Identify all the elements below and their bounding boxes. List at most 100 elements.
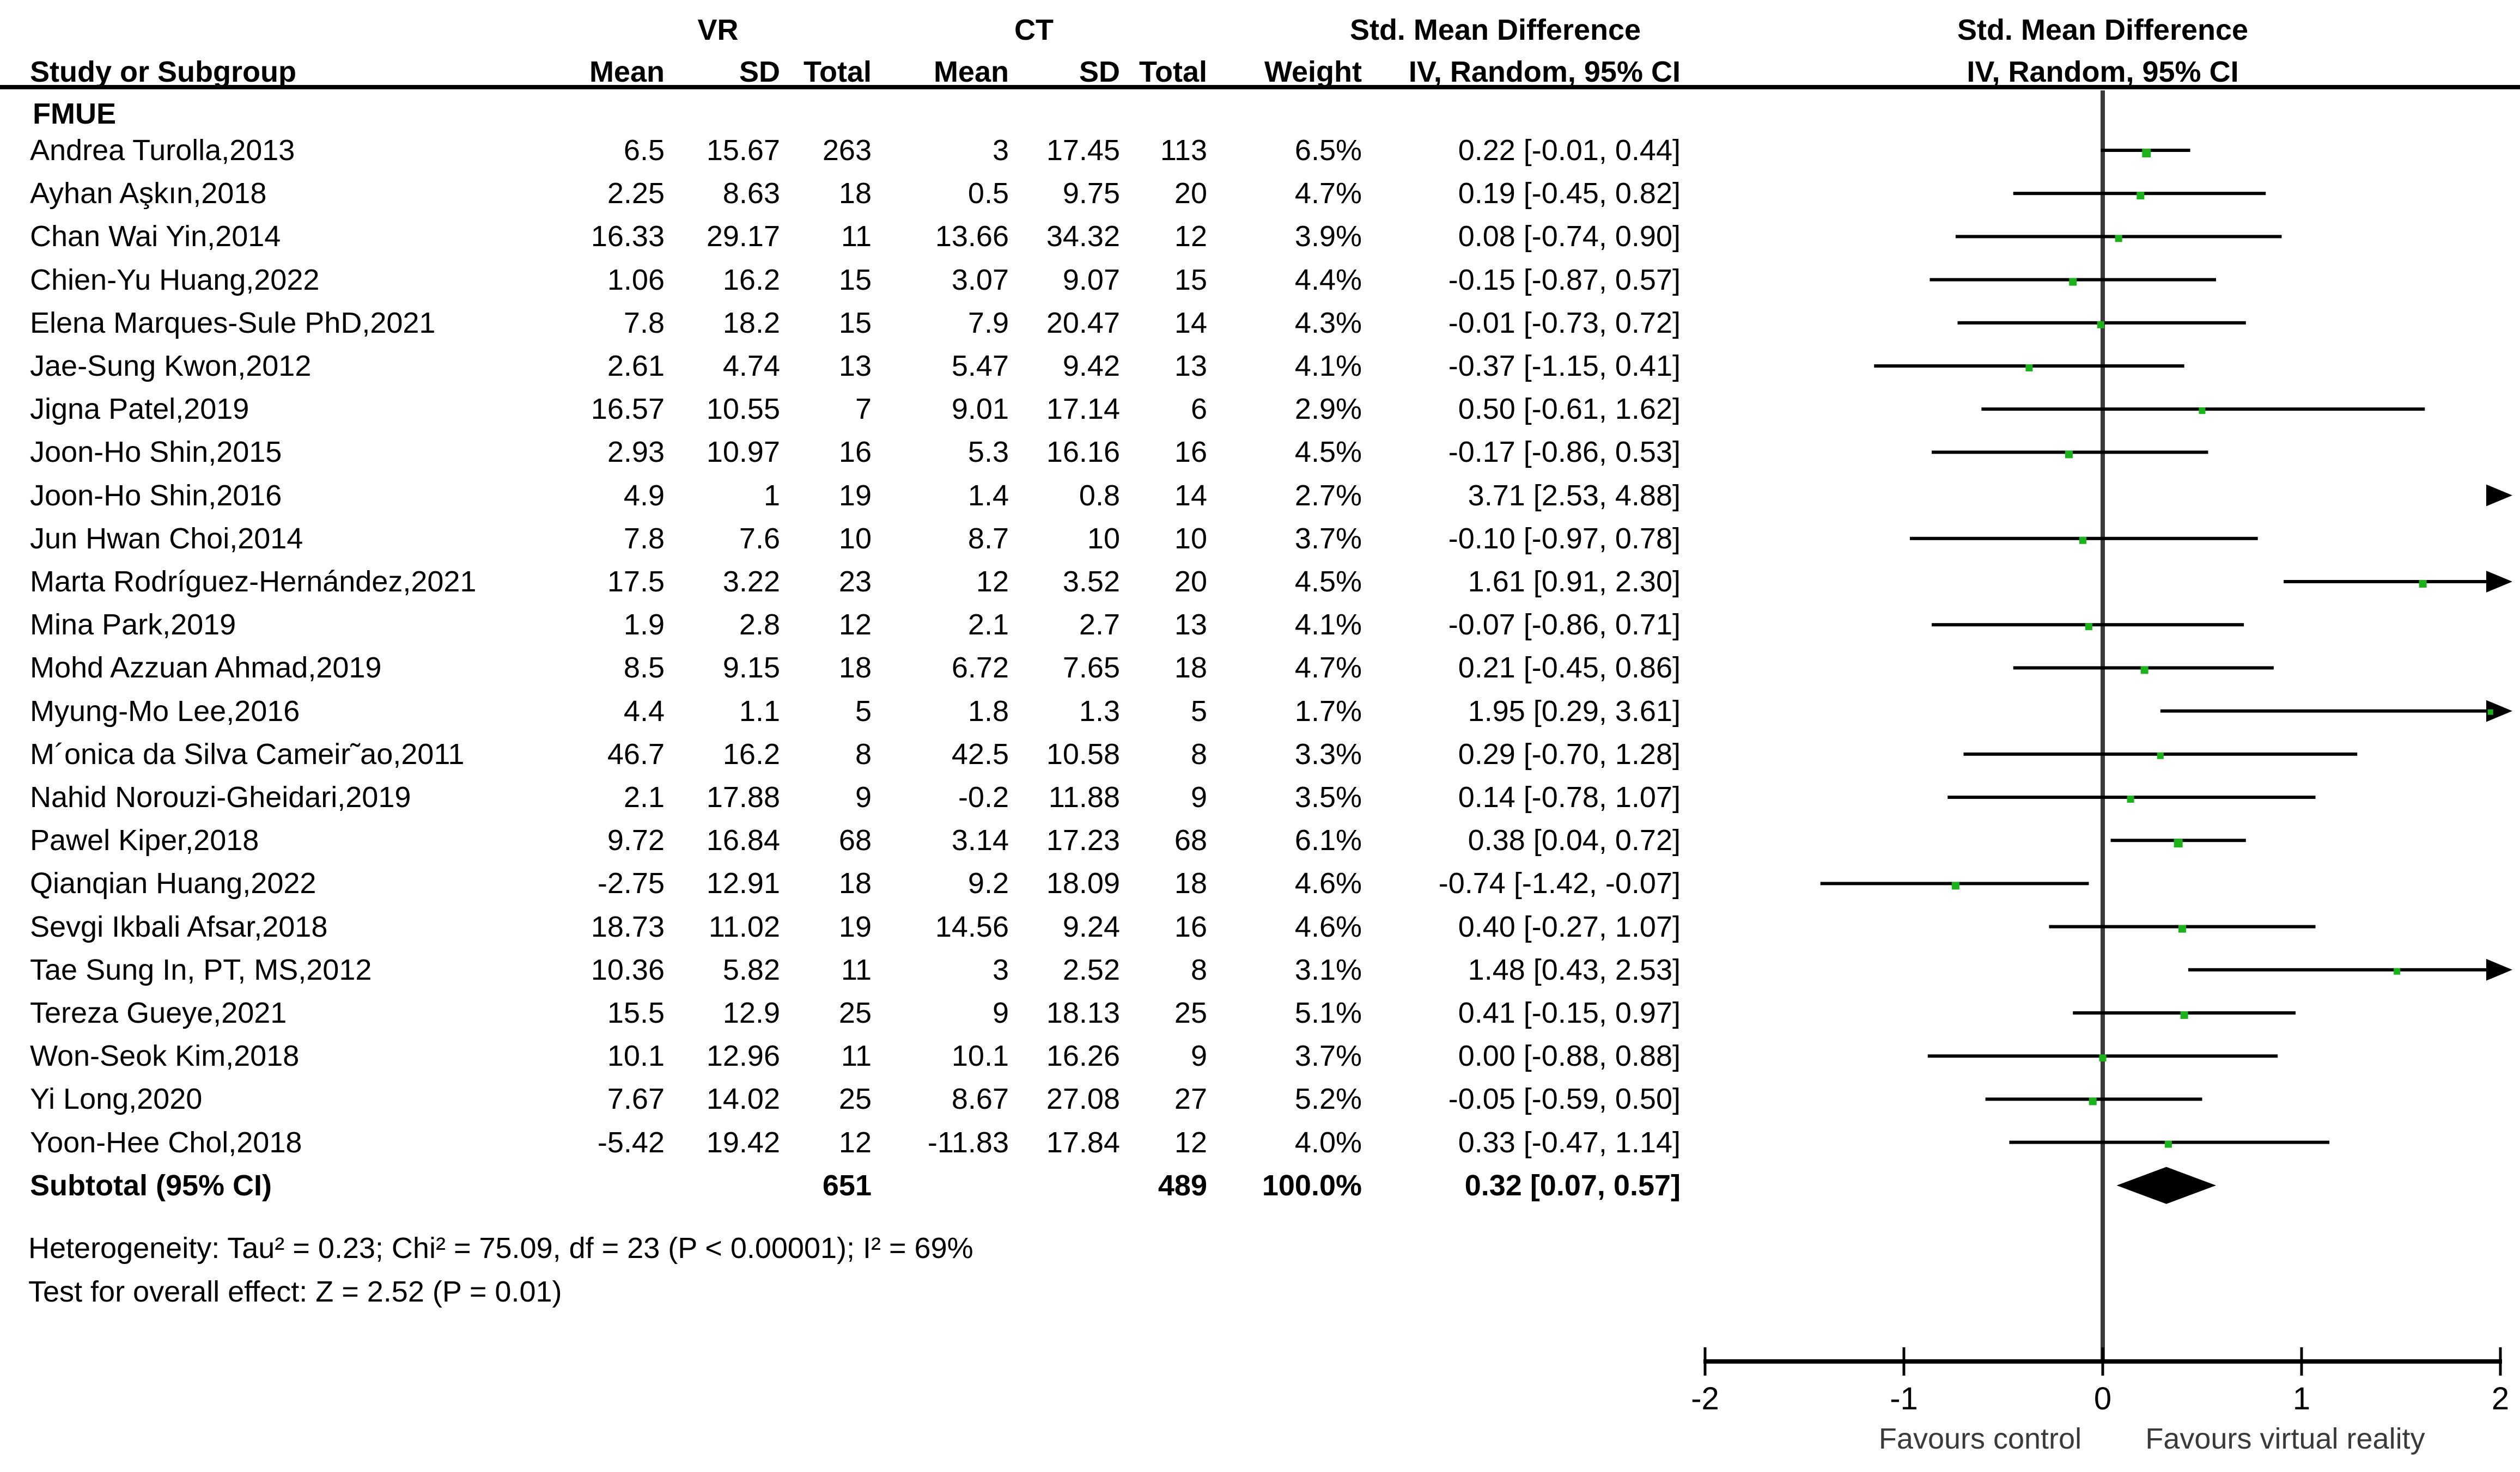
study-weight: 1.7% — [1294, 694, 1362, 728]
study-row: Tae Sung In, PT, MS,2012 10.36 5.82 11 3 2.52… — [0, 948, 1716, 992]
ci-line — [2284, 580, 2487, 583]
study-vr-total: 8 — [855, 737, 872, 771]
col-group-ct: CT — [1014, 14, 1054, 46]
study-weight: 4.6% — [1294, 910, 1362, 943]
study-weight: 3.1% — [1294, 953, 1362, 986]
arrow-right — [2486, 484, 2512, 506]
study-ct-sd: 34.32 — [1046, 220, 1120, 253]
study-ct-total: 9 — [1190, 1040, 1207, 1073]
x-tick-label: -1 — [1890, 1381, 1918, 1416]
study-ct-mean: 8.67 — [951, 1083, 1009, 1116]
col-weight: Weight — [1264, 56, 1362, 88]
x-tick — [2499, 1347, 2502, 1376]
study-vr-sd: 16.84 — [706, 824, 780, 857]
effect-marker — [2142, 149, 2151, 157]
study-ct-total: 12 — [1174, 220, 1207, 253]
study-vr-sd: 1 — [763, 479, 780, 512]
study-vr-sd: 29.17 — [706, 220, 780, 253]
study-name: Jun Hwan Choi,2014 — [30, 522, 303, 555]
study-vr-total: 25 — [838, 997, 872, 1029]
study-vr-mean: 15.5 — [607, 997, 665, 1029]
study-vr-total: 11 — [841, 1040, 872, 1073]
study-vr-total: 13 — [838, 350, 872, 382]
study-weight: 6.5% — [1294, 134, 1362, 167]
study-vr-sd: 18.2 — [722, 306, 780, 339]
study-ci-text: 1.95 [0.29, 3.61] — [1468, 694, 1681, 728]
subgroup-label: FMUE — [33, 97, 116, 130]
study-ct-mean: 1.8 — [967, 694, 1009, 728]
x-tick-label: -2 — [1691, 1381, 1719, 1416]
study-ct-mean: 3.07 — [951, 263, 1009, 296]
x-tick — [1703, 1347, 1707, 1376]
study-ct-sd: 9.24 — [1062, 910, 1120, 943]
study-ct-total: 27 — [1174, 1083, 1207, 1116]
study-ci-text: 0.40 [-0.27, 1.07] — [1458, 910, 1681, 943]
study-vr-mean: 6.5 — [623, 134, 665, 167]
study-name: Marta Rodríguez-Hernández,2021 — [30, 565, 477, 598]
study-row: Marta Rodríguez-Hernández,2021 17.5 3.22 23… — [0, 560, 1716, 603]
study-weight: 4.5% — [1294, 565, 1362, 598]
study-vr-mean: 10.36 — [591, 953, 665, 986]
study-ct-total: 16 — [1174, 436, 1207, 469]
study-ct-sd: 7.65 — [1062, 651, 1120, 685]
heterogeneity-note: Heterogeneity: Tau² = 0.23; Chi² = 75.09… — [28, 1232, 973, 1265]
effect-marker — [2079, 536, 2086, 544]
study-ct-total: 18 — [1174, 651, 1207, 685]
study-ci-text: -0.05 [-0.59, 0.50] — [1448, 1083, 1681, 1116]
study-name: Joon-Ho Shin,2016 — [30, 479, 282, 512]
study-row: Sevgi Ikbali Afsar,2018 18.73 11.02 19 14.56… — [0, 905, 1716, 949]
study-vr-mean: 8.5 — [623, 651, 665, 685]
study-ci-text: 0.21 [-0.45, 0.86] — [1458, 651, 1681, 685]
effect-marker — [2394, 968, 2401, 975]
col-smd-ci: IV, Random, 95% CI — [1408, 56, 1681, 88]
effect-marker — [2127, 796, 2134, 803]
study-ct-sd: 20.47 — [1046, 306, 1120, 339]
study-ci-text: -0.37 [-1.15, 0.41] — [1448, 350, 1681, 382]
study-ct-mean: 5.3 — [967, 436, 1009, 469]
study-vr-mean: 16.33 — [591, 220, 665, 253]
x-tick-label: 1 — [2293, 1381, 2310, 1416]
arrow-right — [2486, 958, 2512, 981]
study-ci-text: -0.17 [-0.86, 0.53] — [1448, 436, 1681, 469]
study-ct-mean: 3.14 — [951, 824, 1009, 857]
study-vr-mean: 18.73 — [591, 910, 665, 943]
study-vr-mean: 2.25 — [607, 177, 665, 210]
study-ci-text: 0.33 [-0.47, 1.14] — [1458, 1126, 1681, 1159]
study-vr-mean: 1.9 — [623, 608, 665, 642]
study-vr-total: 18 — [838, 867, 872, 900]
study-ct-total: 16 — [1174, 910, 1207, 943]
study-ct-total: 14 — [1174, 306, 1207, 339]
col-study: Study or Subgroup — [30, 56, 296, 88]
study-ct-sd: 1.3 — [1079, 694, 1120, 728]
study-ct-sd: 2.7 — [1079, 608, 1120, 642]
col-group-vr: VR — [697, 14, 739, 46]
effect-marker — [2419, 580, 2427, 588]
x-tick-label: 0 — [2094, 1381, 2111, 1416]
study-row: Joon-Ho Shin,2015 2.93 10.97 16 5.3 16.16 16 4.… — [0, 430, 1716, 474]
effect-marker — [2085, 623, 2092, 631]
study-row: Nahid Norouzi-Gheidari,2019 2.1 17.88 9 -0.2… — [0, 775, 1716, 819]
study-ct-total: 113 — [1160, 134, 1207, 167]
study-row: Myung-Mo Lee,2016 4.4 1.1 5 1.8 1.3 5 1.7% 1.95 … — [0, 689, 1716, 733]
study-row: M´onica da Silva Cameir˜ao,2011 46.7 16.2 8… — [0, 732, 1716, 776]
study-row: Jigna Patel,2019 16.57 10.55 7 9.01 17.14 6 2.9… — [0, 387, 1716, 431]
study-ci-text: 0.14 [-0.78, 1.07] — [1458, 781, 1681, 814]
study-ci-text: 0.00 [-0.88, 0.88] — [1458, 1040, 1681, 1073]
study-vr-mean: 7.8 — [623, 306, 665, 339]
study-ct-sd: 11.88 — [1048, 781, 1120, 814]
study-name: Yi Long,2020 — [30, 1083, 203, 1116]
subtotal-row: Subtotal (95% CI) 651 489 100.0% 0.32 [0.07,… — [0, 1164, 1716, 1207]
study-ct-sd: 0.8 — [1079, 479, 1120, 512]
study-ct-sd: 9.07 — [1062, 263, 1120, 296]
study-ct-sd: 17.23 — [1046, 824, 1120, 857]
study-ct-mean: 9 — [992, 997, 1009, 1029]
study-name: Jigna Patel,2019 — [30, 393, 249, 426]
study-name: Tae Sung In, PT, MS,2012 — [30, 953, 372, 986]
study-row: Pawel Kiper,2018 9.72 16.84 68 3.14 17.23 68 6.… — [0, 819, 1716, 862]
study-ct-mean: -0.2 — [958, 781, 1009, 814]
overall-effect-note: Test for overall effect: Z = 2.52 (P = 0… — [28, 1275, 562, 1308]
study-ct-mean: 13.66 — [935, 220, 1009, 253]
study-name: Yoon-Hee Chol,2018 — [30, 1126, 302, 1159]
study-name: Chien-Yu Huang,2022 — [30, 263, 320, 296]
